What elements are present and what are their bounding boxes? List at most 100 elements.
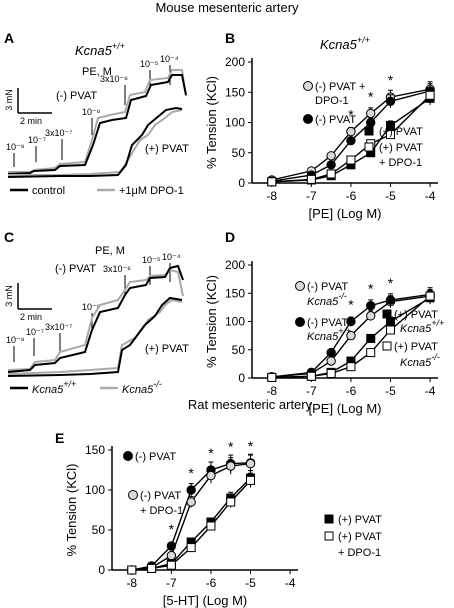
conc-label: 10⁻⁷ [26,327,44,337]
data-point [306,371,316,381]
legend-b-minus-dpo-line2: DPO-1 [315,95,349,107]
data-point [386,121,396,131]
x-tick-label: -7 [306,189,317,203]
y-tick-label: 100 [85,483,105,497]
data-point [425,90,435,100]
data-point [226,461,236,471]
chart-e: 0 50 100 150 -8 -7 -6 -5 -4 % Tension (KCl) [5-HT]… [64,438,298,608]
significance-asterisk: * [169,521,175,537]
x-axis-label: [5-HT] (Log M) [163,593,248,608]
data-point [326,151,336,161]
panel-letter-e: E [55,430,64,446]
significance-asterisk: * [388,72,394,88]
conc-label: 10⁻⁸ [6,335,25,345]
data-point [226,497,236,507]
conc-label: 10⁻⁶ [82,302,101,312]
chart-d-legend: (-) PVAT Kcna5-/- (-) PVAT Kcna5+/+ (+) … [295,281,444,369]
y-tick-label: 0 [238,371,245,385]
conc-label: 3x10⁻⁷ [45,322,73,332]
panel-a-plus-pvat-label: (+) PVAT [145,143,189,155]
chart-b: 0 50 100 150 200 -8 -7 -6 -5 -4 % Tension (KCl) [PE… [204,55,438,221]
legend-marker-circle-black [123,451,133,461]
legend-marker-circle-gray [128,490,138,500]
significance-asterisk: * [348,297,354,313]
data-point [385,96,396,107]
trace-plus-pvat-control [7,106,183,178]
x-tick-label: -8 [266,189,277,203]
data-point [326,169,336,179]
conc-label: 10⁻⁸ [6,142,25,152]
conc-label: 10⁻⁵ [140,59,159,69]
panel-a-minus-pvat-label: (-) PVAT [56,90,97,102]
legend-e-minus-dpo-line2: + DPO-1 [140,505,183,517]
legend-marker-circle-black [295,317,305,327]
significance-asterisk: * [368,281,374,297]
x-tick-label: -4 [285,576,296,590]
significance-asterisk: * [388,275,394,291]
scale-force-label: 3 mN [4,89,14,111]
conc-label: 10⁻⁴ [162,252,181,262]
scale-force-label: 3 mN [4,285,14,307]
legend-d-wt-minus-genotype: Kcna5+/+ [307,326,351,343]
y-tick-label: 50 [232,146,246,160]
data-point [147,563,157,573]
trace-minus-pvat-control [7,74,187,175]
x-tick-label: -6 [206,576,217,590]
chart-d: 0 50 100 150 200 -8 -7 -6 -5 -4 % Tension (KCl) [PE… [204,258,438,416]
panel-letter-b: B [225,30,235,46]
scale-time-label: 2 min [20,312,42,322]
data-point [386,130,396,140]
data-point [306,174,316,184]
panel-c-traces: PE, M 10⁻⁸ 10⁻⁷ 3x10⁻⁷ 10⁻⁶ 3x10⁻⁶ 10⁻⁵ … [4,245,189,396]
y-axis-label: % Tension (KCl) [64,464,79,557]
data-point [346,316,356,327]
data-point [366,311,376,321]
header-mouse: Mouse mesenteric artery [155,0,299,15]
y-tick-label: 50 [232,343,246,357]
x-axis-label: [PE] (Log M) [309,206,382,221]
data-point [166,560,176,570]
data-point [326,368,336,378]
legend-e-plus: (+) PVAT [338,514,382,526]
legend-e-plus-dpo-line1: (+) PVAT [338,531,382,543]
data-point [385,295,396,305]
data-point [366,117,376,128]
data-point [346,126,356,137]
conc-label: 3x10⁻⁶ [103,264,131,274]
data-point [425,291,435,301]
data-point [346,362,356,372]
panel-letter-c: C [4,229,14,245]
legend-d-wt-plus-genotype: Kcna5+/+ [400,318,444,335]
legend-e-minus-dpo-line1: (-) PVAT [140,490,181,502]
conc-label: 10⁻⁵ [142,255,161,265]
data-point [206,470,216,481]
legend-e-plus-dpo-line2: + DPO-1 [338,547,381,559]
data-point [166,550,177,561]
conc-label: 3x10⁻⁶ [100,74,128,84]
data-point [206,521,216,531]
data-point [326,356,336,366]
y-tick-label: 150 [85,443,105,457]
chart-b-title: Kcna5+/+ [320,35,370,52]
data-point [326,347,336,358]
significance-asterisk: * [228,439,234,455]
legend-d-ko-plus: (+) PVAT [394,341,438,353]
conc-label: 10⁻⁷ [28,135,46,145]
x-tick-label: -7 [306,384,317,398]
panel-c-minus-pvat-label: (-) PVAT [55,263,96,275]
legend-label-wt: Kcna5+/+ [32,379,76,396]
panel-letter-a: A [4,30,14,46]
legend-b-minus: (-) PVAT [315,114,356,126]
y-tick-label: 0 [98,563,105,577]
panel-letter-d: D [225,229,235,245]
legend-marker-square-white [324,531,334,541]
data-point [246,475,256,485]
x-tick-label: -6 [346,384,357,398]
data-point [186,485,196,495]
legend-marker-square-black [382,309,392,319]
data-point [326,160,336,170]
legend-label-ko: Kcna5-/- [122,379,162,396]
legend-b-plus: (+) PVAT [379,126,423,138]
x-tick-label: -8 [126,576,137,590]
